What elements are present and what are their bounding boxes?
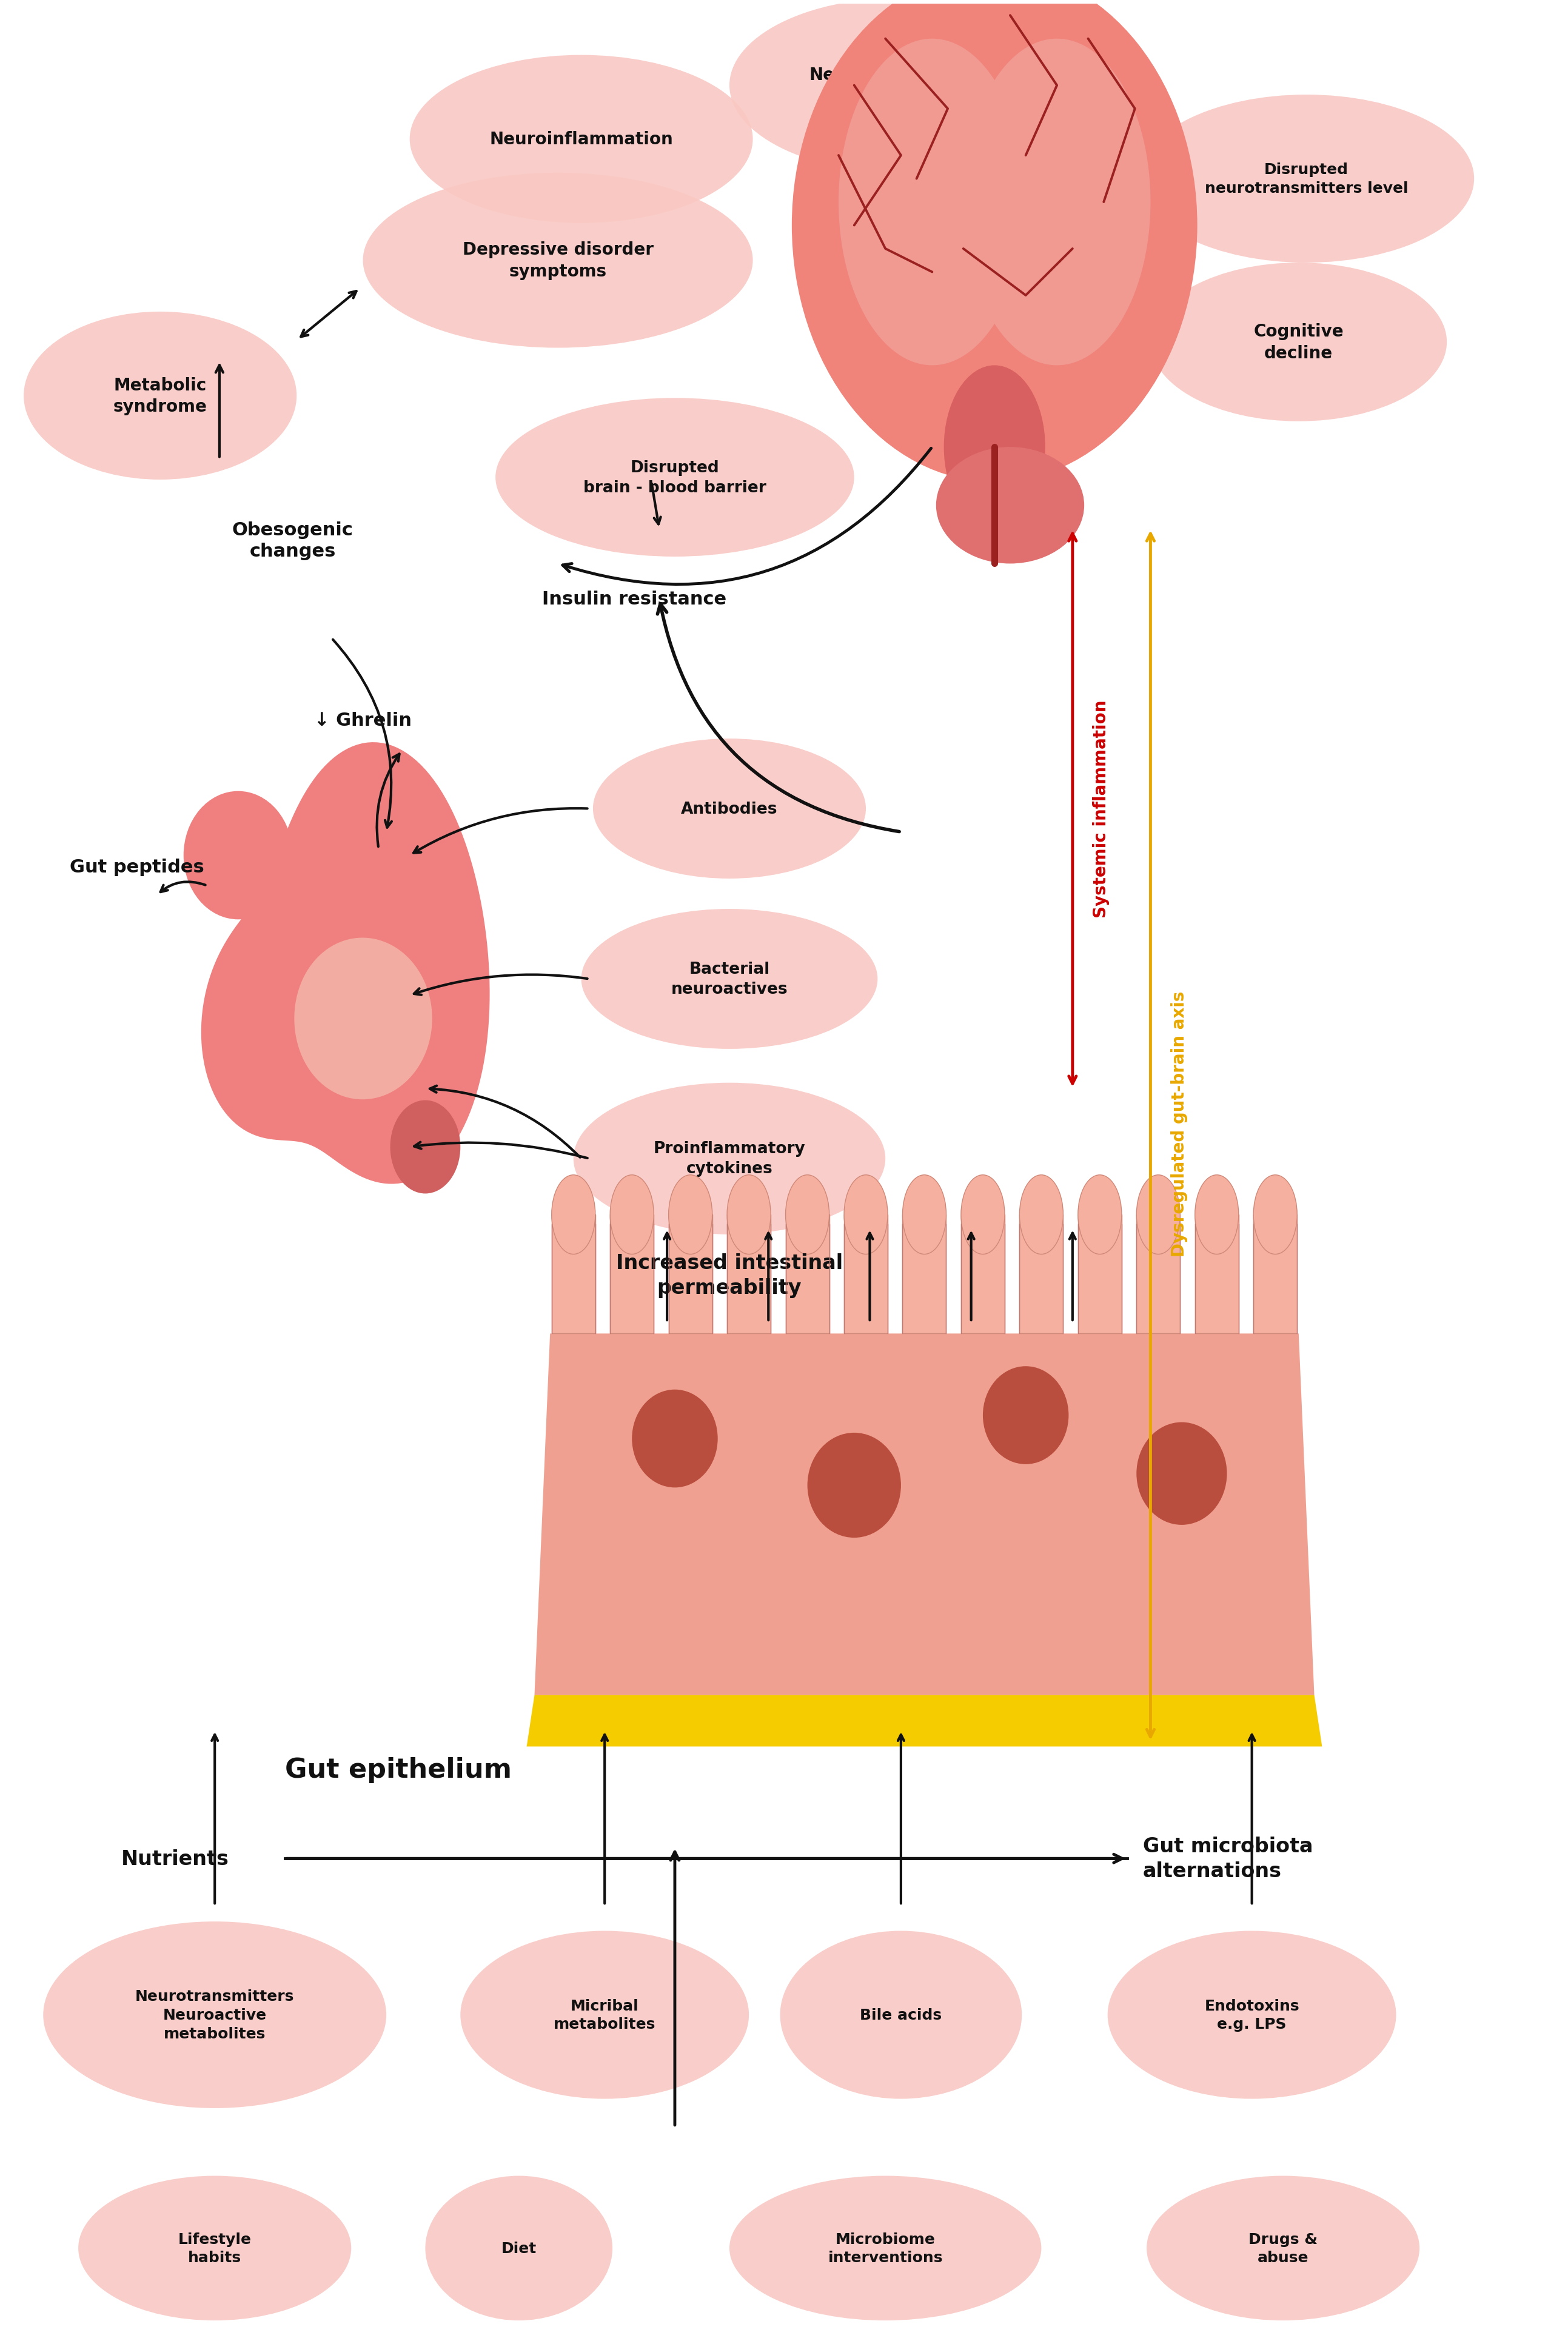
Ellipse shape bbox=[1137, 1175, 1181, 1255]
Ellipse shape bbox=[1077, 1175, 1121, 1255]
Ellipse shape bbox=[792, 0, 1198, 482]
Ellipse shape bbox=[78, 2175, 351, 2320]
Polygon shape bbox=[201, 742, 489, 1185]
Text: Neurotransmitters
Neuroactive
metabolites: Neurotransmitters Neuroactive metabolite… bbox=[135, 1990, 295, 2041]
Ellipse shape bbox=[610, 1175, 654, 1255]
Text: Neuroinflammation: Neuroinflammation bbox=[489, 131, 673, 147]
Polygon shape bbox=[1253, 1215, 1297, 1334]
Ellipse shape bbox=[839, 40, 1025, 365]
Text: Bacterial
neuroactives: Bacterial neuroactives bbox=[671, 962, 787, 997]
Text: Gut epithelium: Gut epithelium bbox=[285, 1758, 511, 1784]
Ellipse shape bbox=[844, 1175, 887, 1255]
Text: Endotoxins
e.g. LPS: Endotoxins e.g. LPS bbox=[1204, 1999, 1300, 2032]
Text: Systemic inflammation: Systemic inflammation bbox=[1093, 700, 1110, 918]
Ellipse shape bbox=[1107, 1931, 1396, 2100]
Ellipse shape bbox=[1146, 2175, 1419, 2320]
Ellipse shape bbox=[495, 398, 855, 557]
Text: ↓ Ghrelin: ↓ Ghrelin bbox=[314, 712, 412, 728]
Text: Dysregulated gut-brain axis: Dysregulated gut-brain axis bbox=[1171, 990, 1187, 1257]
Ellipse shape bbox=[362, 173, 753, 349]
Text: Nutrients: Nutrients bbox=[121, 1849, 229, 1868]
Text: Disrupted
neurotransmitters level: Disrupted neurotransmitters level bbox=[1204, 162, 1408, 197]
Ellipse shape bbox=[944, 365, 1046, 529]
Ellipse shape bbox=[963, 40, 1151, 365]
Ellipse shape bbox=[552, 1175, 596, 1255]
Polygon shape bbox=[1019, 1215, 1063, 1334]
Ellipse shape bbox=[390, 1100, 461, 1194]
Text: Disrupted
brain - blood barrier: Disrupted brain - blood barrier bbox=[583, 459, 767, 496]
Polygon shape bbox=[295, 939, 433, 1100]
Ellipse shape bbox=[1151, 262, 1447, 421]
Polygon shape bbox=[552, 1215, 596, 1334]
Polygon shape bbox=[668, 1215, 712, 1334]
Text: Increased intestinal
permeability: Increased intestinal permeability bbox=[616, 1252, 844, 1297]
Text: Diet: Diet bbox=[502, 2240, 536, 2254]
Polygon shape bbox=[728, 1215, 771, 1334]
Ellipse shape bbox=[632, 1391, 718, 1489]
Text: Neurodegenerative
changes: Neurodegenerative changes bbox=[809, 66, 993, 105]
Ellipse shape bbox=[574, 1084, 886, 1234]
Polygon shape bbox=[903, 1215, 946, 1334]
Ellipse shape bbox=[44, 1922, 386, 2109]
Ellipse shape bbox=[903, 1175, 946, 1255]
Ellipse shape bbox=[781, 1931, 1022, 2100]
Ellipse shape bbox=[668, 1175, 712, 1255]
Ellipse shape bbox=[729, 2175, 1041, 2320]
Ellipse shape bbox=[808, 1433, 902, 1538]
Ellipse shape bbox=[983, 1367, 1069, 1465]
Ellipse shape bbox=[461, 1931, 750, 2100]
Ellipse shape bbox=[582, 908, 878, 1049]
Ellipse shape bbox=[961, 1175, 1005, 1255]
Ellipse shape bbox=[1137, 1423, 1226, 1524]
Polygon shape bbox=[535, 1334, 1314, 1695]
Ellipse shape bbox=[786, 1175, 829, 1255]
Polygon shape bbox=[1195, 1215, 1239, 1334]
Ellipse shape bbox=[1195, 1175, 1239, 1255]
Ellipse shape bbox=[1019, 1175, 1063, 1255]
Text: Depressive disorder
symptoms: Depressive disorder symptoms bbox=[463, 241, 654, 281]
Polygon shape bbox=[1137, 1215, 1181, 1334]
Text: Gut peptides: Gut peptides bbox=[69, 859, 204, 876]
Ellipse shape bbox=[24, 311, 296, 480]
Ellipse shape bbox=[728, 1175, 771, 1255]
Polygon shape bbox=[610, 1215, 654, 1334]
Text: Gut microbiota
alternations: Gut microbiota alternations bbox=[1143, 1835, 1312, 1880]
Ellipse shape bbox=[409, 56, 753, 222]
Polygon shape bbox=[961, 1215, 1005, 1334]
Ellipse shape bbox=[936, 447, 1083, 564]
Text: Proinflammatory
cytokines: Proinflammatory cytokines bbox=[654, 1140, 806, 1178]
Ellipse shape bbox=[425, 2175, 613, 2320]
Text: Antibodies: Antibodies bbox=[681, 801, 778, 817]
Ellipse shape bbox=[1138, 96, 1474, 262]
Ellipse shape bbox=[183, 791, 293, 920]
Ellipse shape bbox=[593, 740, 866, 878]
Text: Cognitive
decline: Cognitive decline bbox=[1253, 323, 1344, 363]
Ellipse shape bbox=[729, 0, 1073, 173]
Ellipse shape bbox=[1253, 1175, 1297, 1255]
Text: Obesogenic
changes: Obesogenic changes bbox=[232, 522, 353, 559]
Text: Micribal
metabolites: Micribal metabolites bbox=[554, 1999, 655, 2032]
Polygon shape bbox=[527, 1695, 1322, 1746]
Polygon shape bbox=[1077, 1215, 1121, 1334]
Text: Microbiome
interventions: Microbiome interventions bbox=[828, 2231, 942, 2264]
Polygon shape bbox=[844, 1215, 887, 1334]
Text: Insulin resistance: Insulin resistance bbox=[543, 590, 726, 609]
Text: Drugs &
abuse: Drugs & abuse bbox=[1248, 2231, 1317, 2264]
Polygon shape bbox=[786, 1215, 829, 1334]
Text: Bile acids: Bile acids bbox=[859, 2009, 942, 2023]
Text: Lifestyle
habits: Lifestyle habits bbox=[179, 2231, 251, 2264]
Text: Metabolic
syndrome: Metabolic syndrome bbox=[113, 377, 207, 414]
